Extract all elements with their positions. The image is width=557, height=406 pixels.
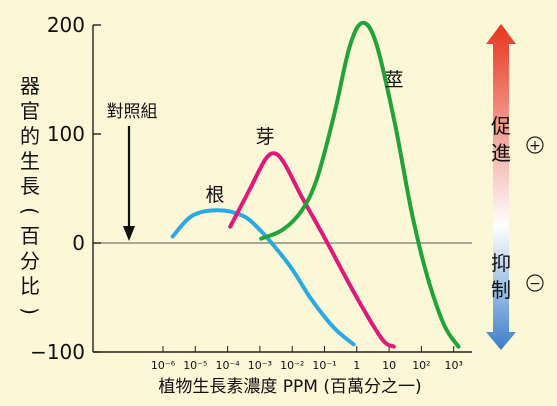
y-tick-label: 200 (47, 13, 85, 37)
y-tick-label: −100 (30, 340, 85, 364)
y-axis-label-char: ( (18, 207, 42, 215)
y-axis-label-char: 官 (20, 99, 40, 123)
y-axis-label-char: 長 (20, 174, 40, 198)
x-tick-label: 10⁻⁴ (215, 359, 240, 372)
x-axis-label: 植物生長素濃度 PPM (百萬分之一) (158, 377, 421, 397)
y-axis-label-char: 分 (20, 249, 40, 273)
x-tick-label: 10⁻⁵ (183, 359, 207, 372)
x-tick-label: 10⁻³ (248, 359, 272, 372)
inhibit-label-char: 抑 (491, 251, 511, 275)
inhibit-label-char: 制 (491, 278, 511, 302)
promote-label-char: 促 (491, 114, 511, 138)
curve-group (170, 20, 461, 349)
series-label-2: 莖 (384, 69, 403, 91)
y-axis-label-char: 器 (20, 74, 40, 98)
y-axis-label-char: 生 (20, 149, 40, 173)
promote-label-char: 進 (491, 141, 511, 165)
series-label-0: 根 (205, 184, 224, 206)
minus-symbol: − (529, 276, 541, 292)
curve-series-1 (228, 151, 396, 349)
y-axis-label-char: 的 (20, 124, 40, 148)
y-axis-label-char: 比 (20, 274, 40, 298)
x-tick-label: 10⁻² (280, 359, 304, 372)
minus-circle-icon (526, 274, 544, 292)
y-axis-label-char: 百 (20, 224, 40, 248)
inhibit-label: 抑制 (491, 251, 511, 302)
promote-label: 促進 (491, 114, 511, 165)
x-tick-group: 10⁻⁶ 10⁻⁵ 10⁻⁴ 10⁻³ 10⁻² 10⁻¹ 1 10 10² 10³ (151, 346, 463, 372)
control-arrow-head (123, 226, 135, 241)
control-label: 對照組 (107, 102, 158, 122)
y-tick-label: 100 (47, 122, 85, 146)
curve-series-0 (170, 208, 356, 347)
y-axis-label-char: ) (18, 307, 42, 315)
x-tick-label: 10⁻¹ (312, 359, 336, 372)
x-tick-label: 10² (412, 359, 430, 372)
plus-symbol: + (529, 138, 541, 154)
x-tick-label: 10³ (444, 359, 462, 372)
y-tick-group: 200 100 0 −100 (30, 13, 101, 364)
curve-series-2 (259, 20, 461, 349)
x-tick-label: 10⁻⁶ (151, 359, 176, 372)
curve-label-group: 根 芽 莖 (205, 69, 403, 206)
promote-inhibit-scale-arrow (486, 24, 516, 350)
x-tick-label: 1 (353, 359, 360, 372)
y-tick-label: 0 (72, 231, 85, 255)
series-label-1: 芽 (255, 126, 274, 148)
x-tick-label: 10 (382, 359, 396, 372)
plus-circle-icon (526, 136, 544, 154)
